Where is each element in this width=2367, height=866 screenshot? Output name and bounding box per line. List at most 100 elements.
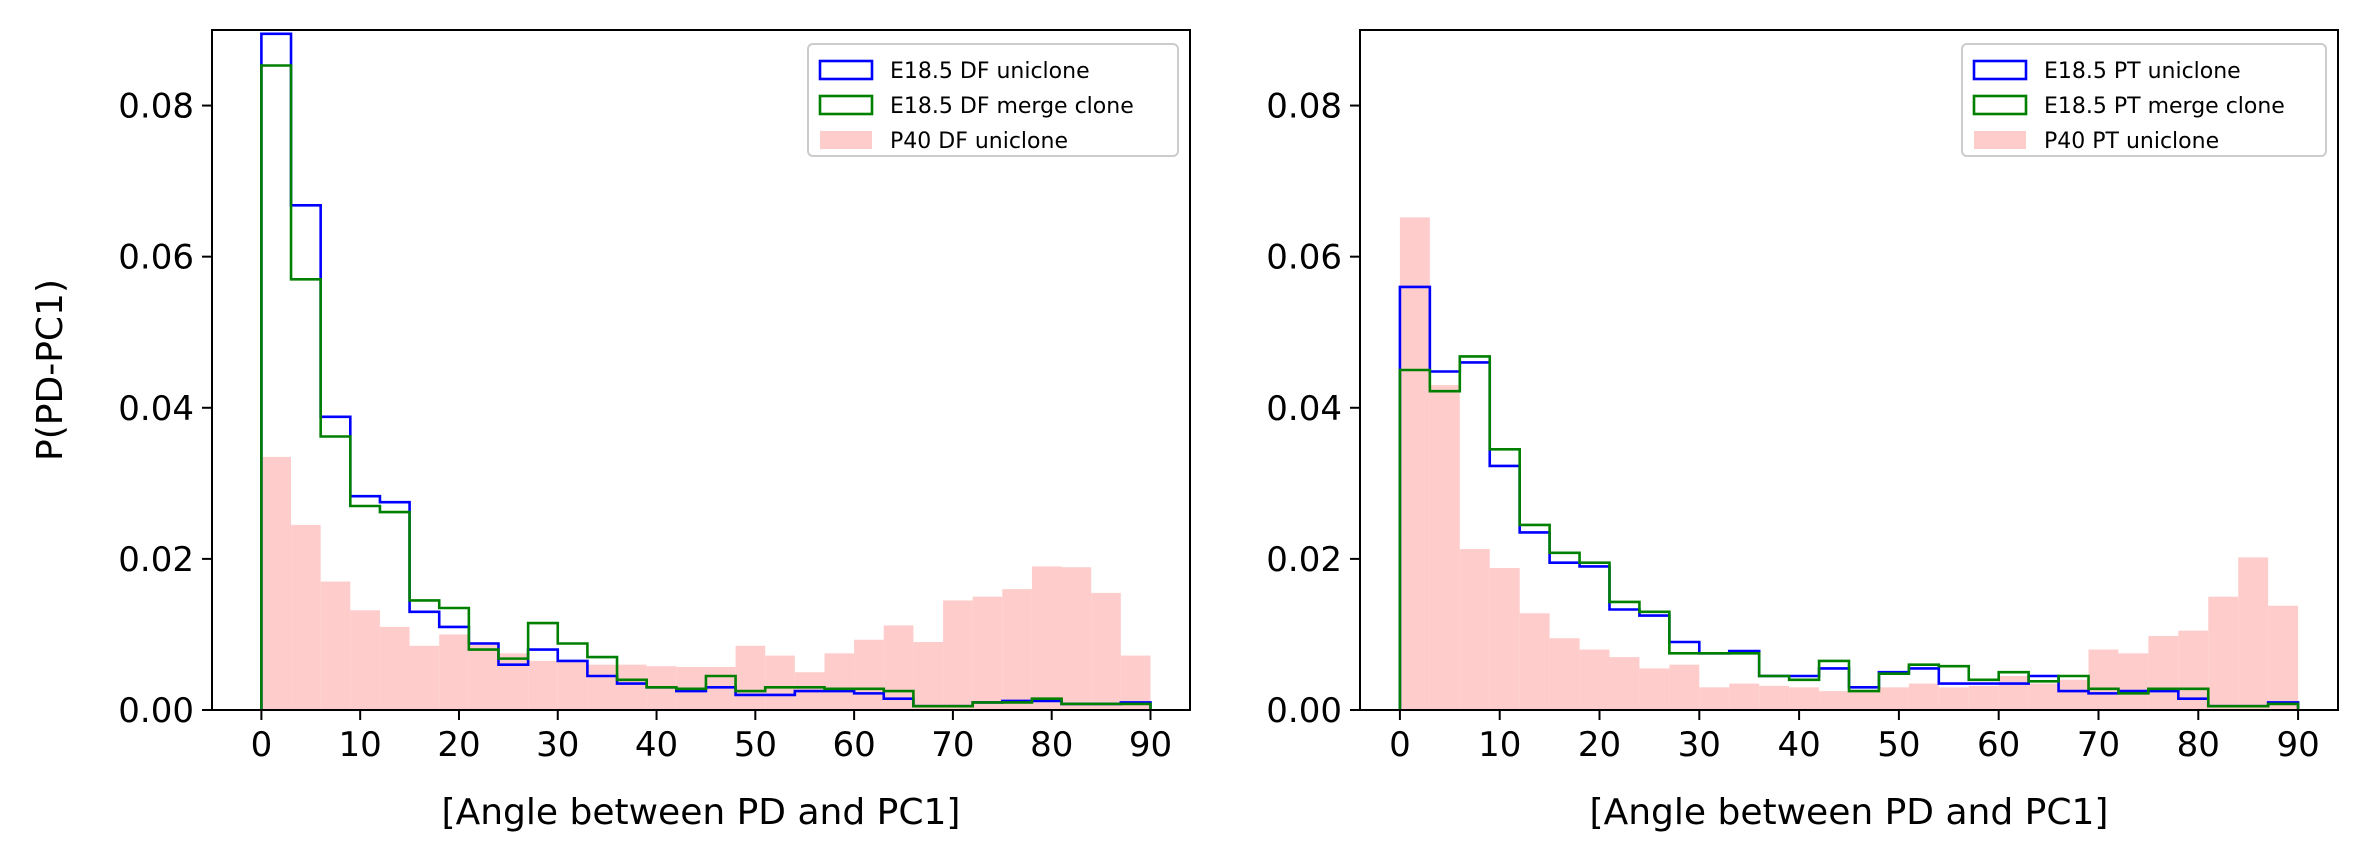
legend-label: E18.5 PT merge clone xyxy=(2044,94,2285,119)
histogram-bar xyxy=(1489,567,1520,710)
histogram-bar xyxy=(379,626,410,710)
histogram-bar xyxy=(498,653,529,710)
x-tick-label: 70 xyxy=(931,725,974,765)
histogram-bar xyxy=(1878,687,1909,710)
histogram-bar xyxy=(735,645,766,710)
left-histogram-panel: 0 10 20 30 40 50 60 70 80 90 0.00 0.02 0.04 0.06 0.08 [… xyxy=(30,29,1191,833)
histogram-bar xyxy=(1061,567,1092,710)
x-tick-label: 50 xyxy=(734,725,777,765)
histogram-bar xyxy=(557,660,588,710)
histogram-bar xyxy=(2118,653,2149,710)
histogram-bar xyxy=(1609,657,1640,710)
histogram-bar xyxy=(1938,687,1969,710)
histogram-bar xyxy=(1579,649,1610,710)
series-1-step-line xyxy=(260,64,1152,710)
histogram-bar xyxy=(1669,664,1700,710)
legend: E18.5 DF uniclone E18.5 DF merge clone P40… xyxy=(807,43,1179,157)
legend-swatch xyxy=(1974,131,2026,149)
histogram-bar xyxy=(528,660,558,710)
histogram-bar xyxy=(824,653,855,710)
x-tick-label: 90 xyxy=(1129,725,1172,765)
x-tick-label: 80 xyxy=(2177,725,2220,765)
histogram-bar xyxy=(1429,385,1460,710)
right-histogram-panel: 0 10 20 30 40 50 60 70 80 90 0.00 0.02 0.04 0.06 0.08 [… xyxy=(1266,29,2339,833)
histogram-bar xyxy=(409,645,440,710)
histogram-bar xyxy=(587,664,618,710)
x-tick-label: 40 xyxy=(1777,725,1820,765)
y-tick-label: 0.08 xyxy=(1266,87,1342,127)
x-tick-label: 30 xyxy=(1678,725,1721,765)
histogram-bar xyxy=(2058,679,2089,710)
histogram-bar xyxy=(2178,630,2209,710)
axes-frame xyxy=(1359,29,2339,711)
x-axis-label: [Angle between PD and PC1] xyxy=(1590,792,2109,833)
histogram-bar xyxy=(1549,638,1580,710)
legend-label: P40 PT uniclone xyxy=(2044,129,2219,154)
x-tick-label: 0 xyxy=(1389,725,1411,765)
histogram-bar xyxy=(1031,566,1062,710)
histogram-bar xyxy=(1002,589,1032,710)
histogram-bar xyxy=(320,581,351,710)
legend-swatch xyxy=(818,59,874,81)
histogram-bar xyxy=(1639,668,1670,710)
legend-box xyxy=(807,43,1179,157)
y-tick-label: 0.08 xyxy=(118,87,194,127)
histogram-bar xyxy=(350,610,380,710)
y-tick-label: 0.02 xyxy=(1266,540,1342,580)
histogram-bar xyxy=(1729,683,1760,710)
x-tick-label: 70 xyxy=(2077,725,2120,765)
histogram-bar xyxy=(1120,655,1151,710)
histogram-bar xyxy=(1819,691,1849,710)
histogram-bar xyxy=(1399,217,1430,710)
histogram-bar xyxy=(972,596,1003,710)
histogram-bar xyxy=(2238,557,2269,710)
histogram-bar xyxy=(1849,691,1879,710)
histogram-bar xyxy=(261,456,292,710)
x-tick-label: 20 xyxy=(1578,725,1621,765)
histogram-bar xyxy=(1459,549,1490,710)
histogram-bar xyxy=(468,642,499,710)
histogram-bar xyxy=(913,642,944,710)
legend-label: E18.5 DF uniclone xyxy=(890,59,1090,84)
histogram-bar xyxy=(617,664,647,710)
y-tick-label: 0.02 xyxy=(118,540,194,580)
legend-swatch xyxy=(818,94,874,116)
histogram-bar xyxy=(854,639,884,710)
series-2-bars xyxy=(261,456,1151,710)
histogram-bar xyxy=(943,600,973,710)
axes-frame xyxy=(211,29,1191,711)
y-axis-label: P(PD-PC1) xyxy=(30,279,71,461)
histogram-bar xyxy=(1908,683,1939,710)
histogram-bar xyxy=(1998,676,2029,710)
x-tick-label: 0 xyxy=(251,725,273,765)
histogram-bar xyxy=(291,524,321,710)
x-tick-label: 20 xyxy=(437,725,480,765)
histogram-bar xyxy=(439,634,469,710)
histogram-bar xyxy=(2148,635,2179,710)
legend-swatch xyxy=(1972,59,2028,81)
y-tick-label: 0.06 xyxy=(118,238,194,278)
x-tick-label: 10 xyxy=(1478,725,1521,765)
histogram-bar xyxy=(1759,685,1790,710)
x-axis-label: [Angle between PD and PC1] xyxy=(442,792,961,833)
legend-box xyxy=(1961,43,2327,157)
series-1-step-line xyxy=(1398,355,2300,710)
legend-label: E18.5 PT uniclone xyxy=(2044,59,2241,84)
histogram-bar xyxy=(2268,605,2299,710)
histogram-bar xyxy=(1091,592,1121,710)
legend: E18.5 PT uniclone E18.5 PT merge clone P40… xyxy=(1961,43,2327,157)
histogram-bar xyxy=(1789,687,1820,710)
legend-label: E18.5 DF merge clone xyxy=(890,94,1134,119)
x-tick-label: 90 xyxy=(2276,725,2319,765)
legend-swatch xyxy=(820,131,872,149)
legend-swatch xyxy=(1972,94,2028,116)
legend-label: P40 DF uniclone xyxy=(890,129,1068,154)
y-tick-label: 0.04 xyxy=(118,389,194,429)
x-tick-label: 60 xyxy=(832,725,875,765)
histogram-bar xyxy=(2208,596,2239,710)
y-tick-label: 0.04 xyxy=(1266,389,1342,429)
y-tick-label: 0.00 xyxy=(118,691,194,731)
series-2-bars xyxy=(1399,217,2299,710)
histogram-bar xyxy=(1519,613,1550,710)
